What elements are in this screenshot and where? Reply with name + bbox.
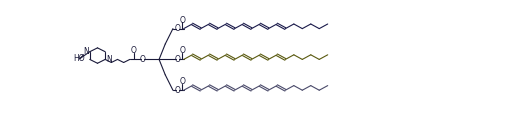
Text: O: O <box>175 86 180 95</box>
Text: O: O <box>179 46 185 55</box>
Text: N: N <box>106 55 112 64</box>
Text: O: O <box>131 46 137 55</box>
Text: O: O <box>139 55 145 64</box>
Text: O: O <box>175 24 180 33</box>
Text: N: N <box>83 47 89 56</box>
Text: O: O <box>179 77 185 86</box>
Text: HO: HO <box>73 54 85 63</box>
Text: O: O <box>175 55 180 64</box>
Text: O: O <box>179 16 185 25</box>
